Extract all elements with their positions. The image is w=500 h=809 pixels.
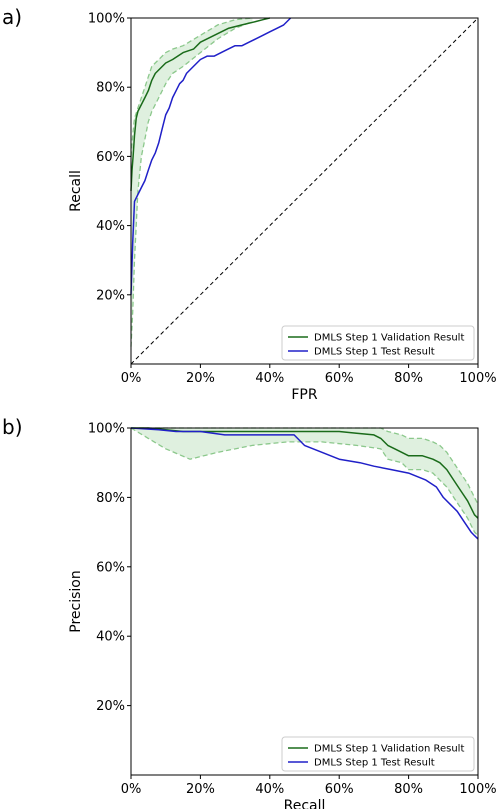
x-tick-label: 80% xyxy=(394,371,423,386)
x-tick-label: 40% xyxy=(255,782,284,797)
chart-panel-2: b) 0% 20% 40% 60% 80% 100% 20% 40% 60% 80% 100% Reca… xyxy=(2,415,497,809)
y-tick-label: 100% xyxy=(88,422,125,437)
x-axis-label: Recall xyxy=(284,798,326,809)
panel-label: b) xyxy=(2,415,23,439)
x-tick-label: 60% xyxy=(325,782,354,797)
band-lower-bound xyxy=(130,427,479,537)
legend-entry-label: DMLS Step 1 Test Result xyxy=(314,347,435,358)
series-line-test xyxy=(130,427,479,540)
legend-entry-label: DMLS Step 1 Test Result xyxy=(314,758,435,769)
series-line-validation xyxy=(130,17,270,192)
y-tick-label: 60% xyxy=(96,560,125,575)
legend-entry-label: DMLS Step 1 Validation Result xyxy=(314,333,464,344)
legend-box xyxy=(281,736,475,772)
y-tick-label: 80% xyxy=(96,81,125,96)
y-axis-label: Precision xyxy=(68,570,84,632)
plot-frame xyxy=(130,427,479,776)
legend-box xyxy=(281,325,475,361)
y-tick-label: 20% xyxy=(96,288,125,303)
x-tick-label: 100% xyxy=(459,782,496,797)
x-tick-label: 0% xyxy=(121,371,142,386)
y-tick-label: 100% xyxy=(88,12,125,27)
x-tick-label: 20% xyxy=(186,782,215,797)
band-upper-bound xyxy=(130,17,253,157)
y-tick-label: 80% xyxy=(96,491,125,506)
y-tick-label: 40% xyxy=(96,630,125,645)
legend: DMLS Step 1 Validation Result DMLS Step 1… xyxy=(281,736,475,772)
panel-label: a) xyxy=(2,5,22,29)
legend-entry-label: DMLS Step 1 Validation Result xyxy=(314,744,464,755)
x-tick-label: 40% xyxy=(255,371,284,386)
x-axis-label: FPR xyxy=(291,387,317,403)
x-tick-label: 60% xyxy=(325,371,354,386)
band-lower-bound xyxy=(130,20,253,347)
plot-frame xyxy=(130,17,479,365)
y-tick-label: 60% xyxy=(96,150,125,165)
chart-panel-1: a) 0% 20% 40% 60% 80% 100% 20% 40% 60% 80% 100% FPR R… xyxy=(2,5,497,403)
x-tick-label: 0% xyxy=(121,782,142,797)
confidence-band xyxy=(131,428,478,536)
series-line-test xyxy=(130,17,292,295)
y-tick-label: 20% xyxy=(96,699,125,714)
y-tick-label: 40% xyxy=(96,219,125,234)
x-tick-label: 80% xyxy=(394,782,423,797)
x-tick-label: 100% xyxy=(459,371,496,386)
chance-diagonal-line xyxy=(130,17,479,365)
x-tick-label: 20% xyxy=(186,371,215,386)
y-axis-label: Recall xyxy=(68,170,84,212)
legend: DMLS Step 1 Validation Result DMLS Step 1… xyxy=(281,325,475,361)
